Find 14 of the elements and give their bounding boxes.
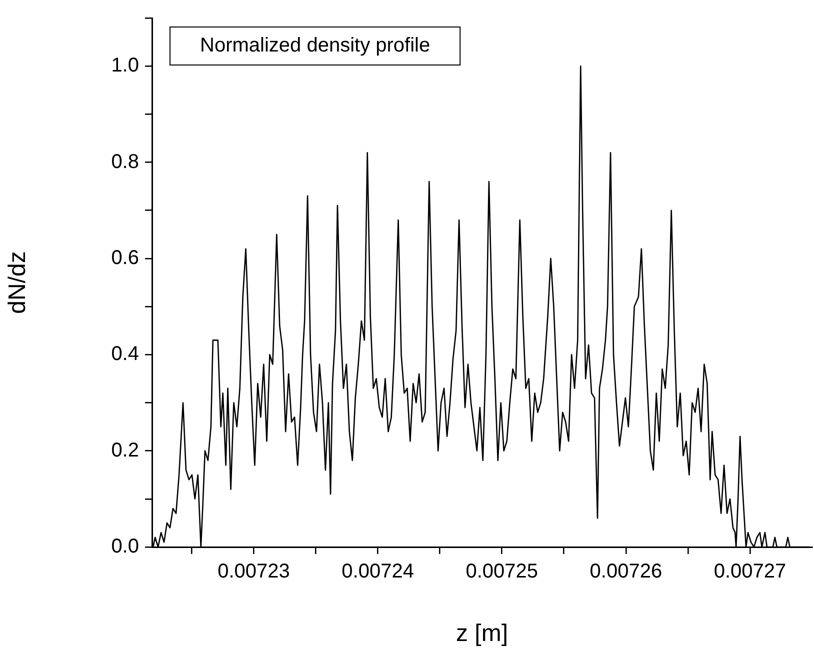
x-tick-label: 0.00723: [218, 560, 290, 583]
x-axis-title: z [m]: [456, 620, 508, 648]
y-tick-label: 0.0: [111, 536, 139, 558]
y-tick-label: 1.0: [111, 54, 139, 77]
x-tick-label: 0.00724: [342, 560, 414, 583]
x-tick-label: 0.00726: [590, 560, 662, 583]
x-tick-label: 0.00727: [714, 560, 786, 583]
y-tick-label: 0.2: [111, 439, 139, 462]
text: Normalized density profile: [200, 34, 430, 57]
y-tick-label: 0.8: [111, 150, 139, 173]
y-tick-label: 0.6: [111, 246, 139, 269]
x-tick-label: 0.00725: [466, 560, 538, 583]
y-tick-label: 0.4: [111, 343, 139, 366]
y-axis-title: dN/dz: [4, 251, 32, 314]
